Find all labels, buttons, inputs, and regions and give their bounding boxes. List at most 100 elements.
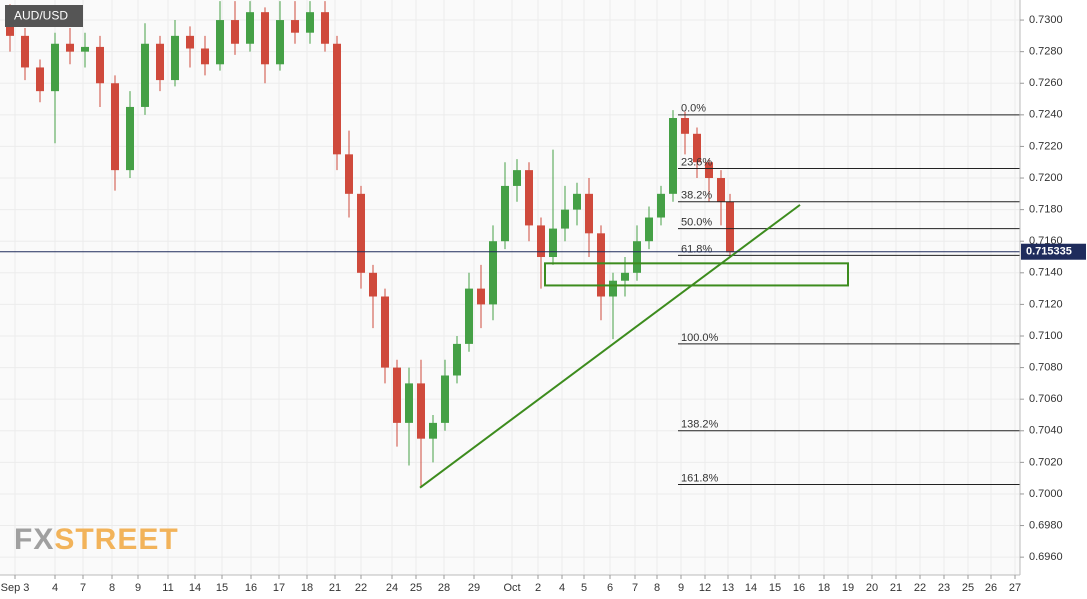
candle-body (405, 383, 413, 423)
candle-body (216, 20, 224, 65)
x-tick-label: 14 (189, 582, 201, 594)
fib-label: 38.2% (681, 190, 712, 202)
candle-body (726, 201, 734, 253)
x-tick-label: 16 (793, 582, 805, 594)
candle-body (561, 209, 569, 229)
plot-background (0, 0, 1020, 575)
x-tick-label: 14 (745, 582, 757, 594)
grid (0, 0, 1020, 575)
candle-body (681, 118, 689, 134)
candle-body (513, 170, 521, 186)
fib-label: 100.0% (681, 332, 719, 344)
fib-label: 161.8% (681, 472, 719, 484)
marks (6, 1, 734, 487)
candle-body (66, 43, 74, 52)
candle-body (585, 193, 593, 234)
candle-body (573, 193, 581, 210)
y-tick-label: 0.6960 (1029, 551, 1063, 563)
candle-body (477, 288, 485, 305)
candle-body (96, 46, 104, 84)
candle-body (717, 178, 725, 202)
x-tick-label: 7 (632, 582, 638, 594)
candle-body (693, 133, 701, 163)
x-tick-label: 6 (607, 582, 613, 594)
candle-body (453, 343, 461, 376)
x-tick-label: 15 (769, 582, 781, 594)
x-tick-label: 25 (410, 582, 422, 594)
x-tick-label: Sep 3 (1, 582, 30, 594)
candle-body (525, 170, 533, 226)
x-tick-label: 18 (818, 582, 830, 594)
last-price-badge (1021, 243, 1086, 260)
candle-body (657, 193, 665, 218)
watermark-a: FX (14, 523, 54, 556)
support-zone (544, 262, 849, 287)
x-tick-label: 15 (216, 582, 228, 594)
candle-body (669, 118, 677, 194)
x-tick-label: 13 (722, 582, 734, 594)
fib-label: 138.2% (681, 419, 719, 431)
x-tick-label: 2 (535, 582, 541, 594)
watermark-b: STREET (54, 523, 178, 556)
y-tick-label: 0.7100 (1029, 330, 1063, 342)
y-tick-label: 0.7020 (1029, 456, 1063, 468)
x-tick-label: Oct (503, 582, 520, 594)
candle-body (321, 12, 329, 44)
candle-body (21, 35, 29, 68)
candle-body (141, 43, 149, 107)
fib-label: 61.8% (681, 243, 712, 255)
candle-body (231, 20, 239, 44)
candle-body (345, 154, 353, 194)
candle-body (201, 48, 209, 65)
candle-body (126, 106, 134, 171)
candle-body (369, 272, 377, 297)
y-tick-label: 0.7180 (1029, 204, 1063, 216)
candle-body (597, 233, 605, 297)
y-tick-label: 0.7060 (1029, 393, 1063, 405)
x-tick-label: 4 (559, 582, 565, 594)
candle-body (537, 225, 545, 258)
candle-body (291, 20, 299, 33)
candle-body (156, 43, 164, 81)
x-tick-label: 9 (678, 582, 684, 594)
x-tick-label: 17 (273, 582, 285, 594)
candle-body (609, 280, 617, 297)
y-tick-label: 0.7220 (1029, 140, 1063, 152)
y-tick-label: 0.7280 (1029, 46, 1063, 58)
x-tick-label: 28 (438, 582, 450, 594)
y-tick-label: 0.7120 (1029, 298, 1063, 310)
candle-body (81, 46, 89, 52)
candle-body (705, 162, 713, 179)
candle-body (171, 35, 179, 81)
x-tick-label: 24 (386, 582, 398, 594)
x-tick-label: 19 (842, 582, 854, 594)
candle-body (357, 193, 365, 273)
candle-body (501, 185, 509, 242)
candle-body (621, 272, 629, 281)
candle-body (111, 83, 119, 171)
x-tick-label: 7 (80, 582, 86, 594)
candle-body (549, 228, 557, 258)
candle-body (276, 20, 284, 65)
candle-body (441, 375, 449, 423)
x-tick-label: 21 (890, 582, 902, 594)
x-tick-label: 18 (301, 582, 313, 594)
chart-title: AUD/USD (14, 9, 68, 23)
y-tick-label: 0.7240 (1029, 109, 1063, 121)
title-box (5, 5, 83, 27)
x-tick-label: 9 (135, 582, 141, 594)
y-tick-label: 0.7140 (1029, 267, 1063, 279)
candle-body (246, 12, 254, 44)
watermark: FXSTREET (14, 523, 179, 556)
x-tick-label: 27 (1009, 582, 1021, 594)
candle-body (36, 67, 44, 92)
candle-body (6, 20, 14, 36)
x-tick-label: 29 (468, 582, 480, 594)
x-tick-label: 4 (52, 582, 58, 594)
fib-label: 50.0% (681, 216, 712, 228)
x-tick-label: 12 (699, 582, 711, 594)
candle-body (381, 296, 389, 368)
x-tick-label: 20 (866, 582, 878, 594)
y-tick-label: 0.7260 (1029, 77, 1063, 89)
